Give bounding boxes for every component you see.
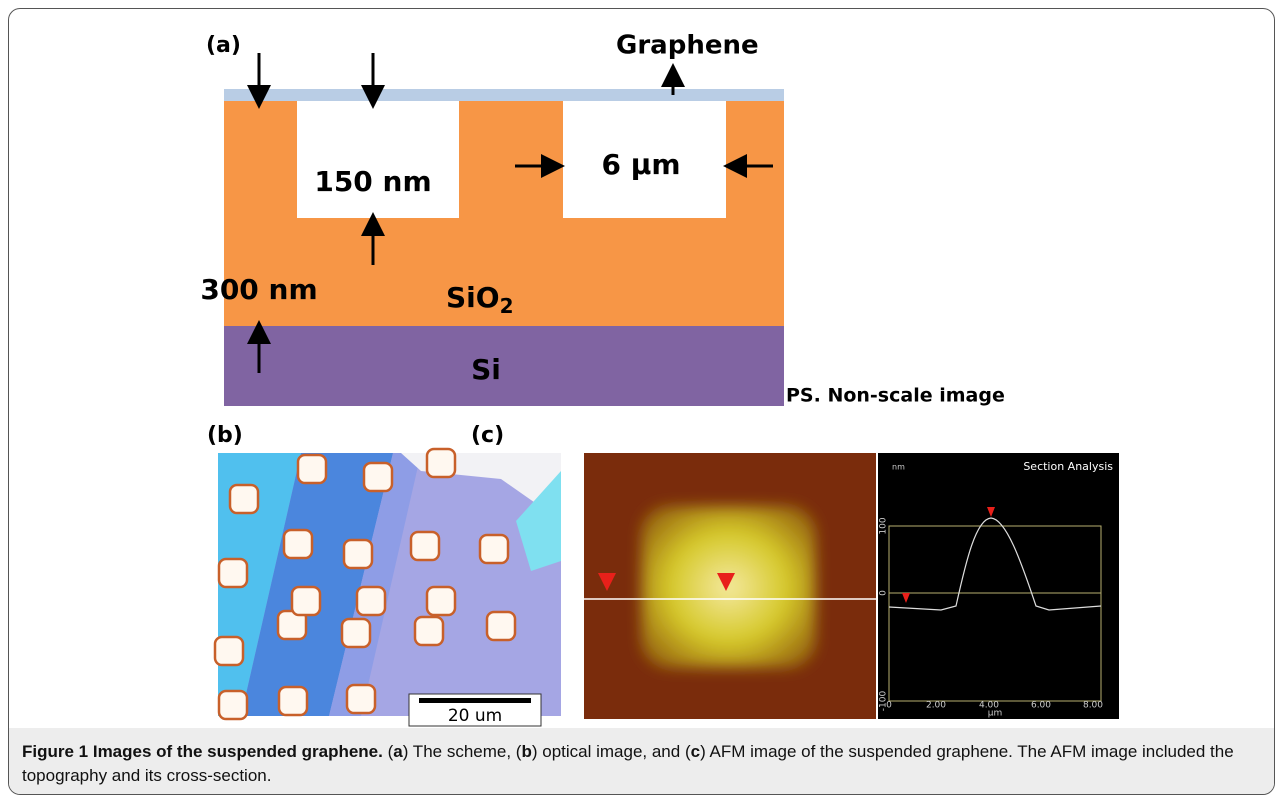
arrows bbox=[247, 53, 773, 373]
scale-bar-label: 20 um bbox=[448, 706, 502, 726]
square bbox=[342, 538, 374, 570]
square bbox=[409, 530, 441, 562]
y-tick-label: 100 bbox=[879, 517, 889, 534]
x-unit: μm bbox=[988, 709, 1003, 719]
x-tick-label: 8.00 bbox=[1083, 701, 1103, 711]
section-axes bbox=[888, 525, 1102, 702]
width-label: 6 μm bbox=[601, 148, 680, 181]
oxide-text: SiO bbox=[446, 281, 500, 314]
square bbox=[362, 461, 394, 493]
square bbox=[485, 610, 517, 642]
x-tick-label: 4.00 bbox=[979, 701, 999, 711]
caption-panel-letter: a bbox=[393, 742, 403, 761]
figure: (a) Graphene 150 nm 6 μm 300 nm SiO2 Si … bbox=[200, 31, 1119, 727]
marker bbox=[598, 573, 616, 591]
y-tick-label: -100 bbox=[879, 691, 889, 712]
caption-panel-letter: b bbox=[521, 742, 532, 761]
square bbox=[296, 453, 328, 485]
panel-label: (b) bbox=[207, 423, 243, 448]
square bbox=[228, 483, 260, 515]
thickness-label: 300 nm bbox=[200, 273, 317, 306]
marker bbox=[902, 593, 910, 603]
square bbox=[277, 685, 309, 717]
caption-text: ) The scheme, ( bbox=[402, 742, 522, 761]
caption-text: ( bbox=[387, 742, 394, 761]
caption-title: Figure 1 Images of the suspended graphen… bbox=[22, 742, 383, 761]
square bbox=[425, 585, 457, 617]
marker bbox=[987, 507, 995, 517]
section-title: Section Analysis bbox=[1023, 460, 1113, 473]
square bbox=[217, 557, 249, 589]
square bbox=[478, 533, 510, 565]
region bbox=[329, 453, 421, 716]
profile bbox=[888, 517, 1102, 611]
square bbox=[290, 585, 322, 617]
caption-text: ) AFM image of the suspended graphene. T… bbox=[22, 742, 1234, 785]
graphene-layer bbox=[224, 89, 784, 101]
square bbox=[355, 585, 387, 617]
caption: Figure 1 Images of the suspended graphen… bbox=[9, 728, 1274, 794]
square bbox=[345, 683, 377, 715]
panels: (a) Graphene 150 nm 6 μm 300 nm SiO2 Si … bbox=[200, 31, 1119, 727]
x-tick-label: 0 bbox=[886, 701, 892, 711]
panel-label: (c) bbox=[471, 423, 504, 448]
y-tick-label: 0 bbox=[879, 590, 889, 596]
square bbox=[425, 447, 457, 479]
squares bbox=[213, 447, 517, 721]
silicon-layer bbox=[224, 326, 784, 406]
caption-panel-letter: c bbox=[690, 742, 701, 761]
square bbox=[413, 615, 445, 647]
hole bbox=[563, 101, 726, 218]
scale-bar bbox=[419, 698, 531, 703]
afm-feature bbox=[641, 506, 816, 668]
region bbox=[241, 453, 393, 716]
square bbox=[217, 689, 249, 721]
oxide-label: SiO2 bbox=[446, 281, 514, 318]
figure-frame: (a) Graphene 150 nm 6 μm 300 nm SiO2 Si … bbox=[8, 8, 1275, 795]
optical-image: 20 um bbox=[213, 447, 561, 727]
square bbox=[282, 528, 314, 560]
oxide-subscript: 2 bbox=[500, 294, 514, 318]
graphene-label: Graphene bbox=[616, 31, 759, 61]
square bbox=[213, 635, 245, 667]
section-panel bbox=[878, 453, 1119, 719]
caption-text: ) optical image, and ( bbox=[531, 742, 691, 761]
substrate-label: Si bbox=[471, 353, 501, 386]
region bbox=[516, 471, 561, 571]
scale-note: PS. Non-scale image bbox=[786, 385, 1005, 407]
marker bbox=[717, 573, 735, 591]
x-tick-label: 6.00 bbox=[1031, 701, 1051, 711]
plot-box bbox=[888, 525, 1102, 702]
square bbox=[340, 617, 372, 649]
depth-label: 150 nm bbox=[314, 165, 431, 198]
hole bbox=[297, 101, 459, 218]
caption-body: (a) The scheme, (b) optical image, and (… bbox=[22, 742, 1234, 785]
x-tick-label: 2.00 bbox=[926, 701, 946, 711]
y-unit: nm bbox=[892, 463, 905, 472]
panel-label: (a) bbox=[206, 33, 241, 58]
